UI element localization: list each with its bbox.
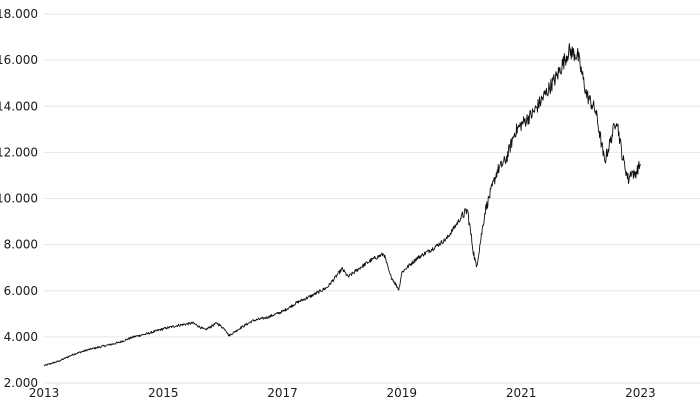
x-tick-label-3: 2019 bbox=[387, 386, 418, 400]
x-axis-tick-labels: 2013 2015 2017 2019 2021 2023 bbox=[29, 386, 656, 400]
x-tick-label-5: 2023 bbox=[625, 386, 656, 400]
y-tick-label-5: 12.000 bbox=[0, 145, 38, 159]
grid bbox=[44, 13, 700, 384]
series-line-0 bbox=[43, 43, 641, 367]
y-tick-label-4: 10.000 bbox=[0, 192, 38, 206]
y-tick-label-3: 8.000 bbox=[4, 238, 38, 252]
y-tick-label-7: 16.000 bbox=[0, 53, 38, 67]
y-tick-label-1: 4.000 bbox=[4, 330, 38, 344]
x-tick-label-1: 2015 bbox=[148, 386, 179, 400]
series-group bbox=[43, 43, 641, 367]
y-tick-label-0: 2.000 bbox=[4, 376, 38, 390]
y-tick-label-8: 18.000 bbox=[0, 7, 38, 21]
y-tick-label-2: 6.000 bbox=[4, 284, 38, 298]
x-tick-label-2: 2017 bbox=[267, 386, 298, 400]
x-tick-label-4: 2021 bbox=[506, 386, 537, 400]
x-tick-label-0: 2013 bbox=[29, 386, 60, 400]
y-tick-label-6: 14.000 bbox=[0, 99, 38, 113]
y-axis-tick-labels: 2.000 4.000 6.000 8.000 10.000 12.000 14.000 16… bbox=[0, 7, 38, 390]
